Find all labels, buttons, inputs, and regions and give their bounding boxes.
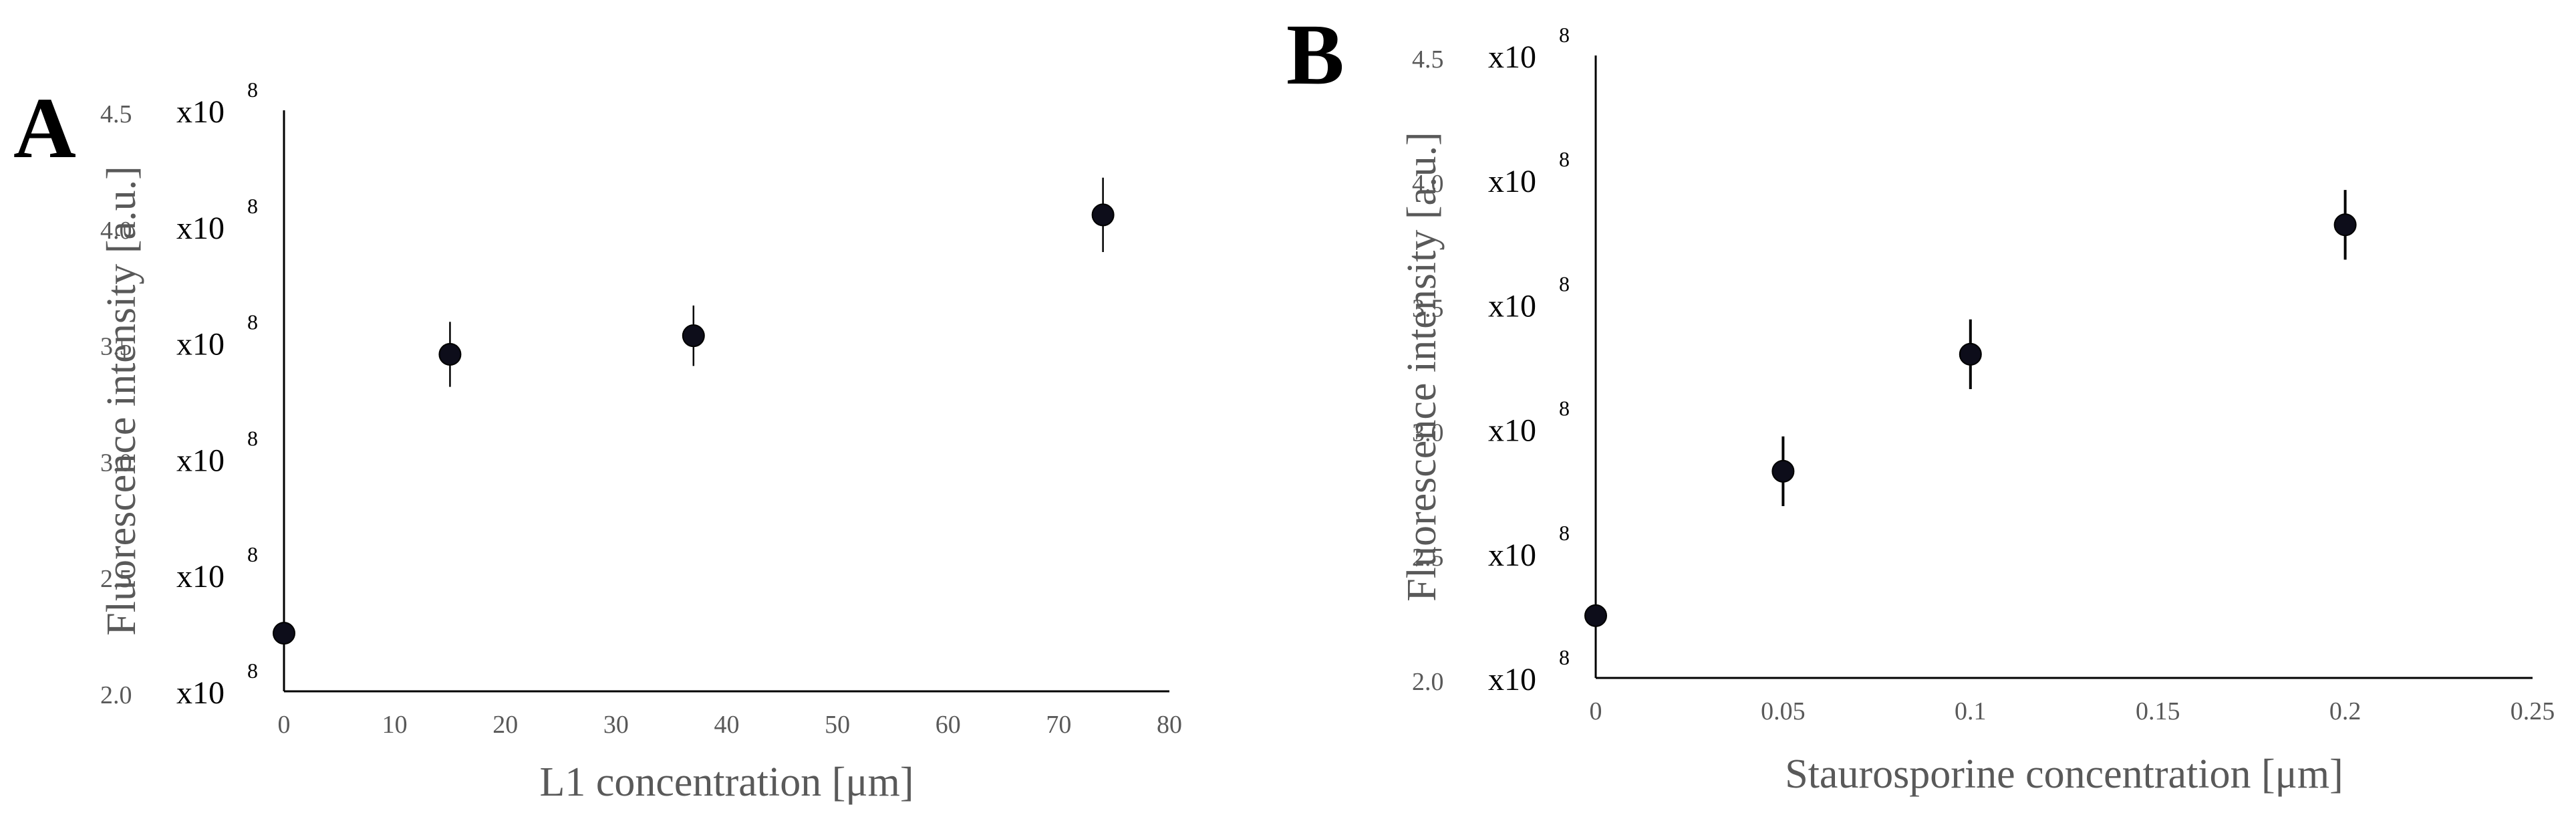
x-tick-label: 80 (1157, 711, 1182, 739)
y-tick-exponent: 8 (247, 310, 258, 334)
x-tick-label: 10 (382, 711, 408, 739)
y-tick-mantissa: 4.5 (1412, 45, 1444, 74)
y-tick-label: 4.0 x10 8 (1412, 147, 1570, 199)
data-point (2333, 213, 2357, 237)
y-tick-label: 2.0 x10 8 (1412, 645, 1570, 697)
y-tick-mantissa: 3.5 (1412, 294, 1444, 322)
y-tick-label: 4.5 x10 8 (100, 78, 258, 130)
y-tick-label: 2.0 x10 8 (100, 659, 258, 711)
data-point (1771, 459, 1795, 483)
x-tick-label: 20 (492, 711, 518, 739)
y-tick-multiplier: x10 (1488, 538, 1536, 573)
x-tick-label: 50 (825, 711, 850, 739)
y-tick-multiplier: x10 (176, 211, 225, 246)
y-axis-label: Fluorescence intensity [a.u.] (1399, 132, 1445, 601)
y-tick-label: 3.0 x10 8 (100, 426, 258, 478)
y-tick-exponent: 8 (1559, 396, 1570, 421)
x-tick-label: 0.05 (1761, 697, 1806, 725)
y-tick-mantissa: 4.5 (100, 100, 132, 128)
x-tick-label: 60 (936, 711, 961, 739)
y-tick-exponent: 8 (247, 78, 258, 102)
x-tick-label: 40 (714, 711, 740, 739)
y-tick-multiplier: x10 (1488, 164, 1536, 199)
y-tick-mantissa: 3.0 (1412, 419, 1444, 447)
data-point (1091, 203, 1115, 227)
x-tick-label: 0.25 (2511, 697, 2555, 725)
panel-label: A (13, 80, 76, 177)
y-tick-multiplier: x10 (1488, 288, 1536, 324)
y-tick-exponent: 8 (1559, 147, 1570, 171)
y-tick-mantissa: 2.0 (1412, 668, 1444, 696)
y-tick-multiplier: x10 (176, 675, 225, 711)
y-tick-multiplier: x10 (176, 327, 225, 362)
y-tick-multiplier: x10 (176, 559, 225, 594)
y-tick-exponent: 8 (247, 659, 258, 683)
y-tick-multiplier: x10 (1488, 413, 1536, 449)
y-tick-label: 3.5 x10 8 (100, 310, 258, 362)
x-axis-label: Staurosporine concentration [μm] (1785, 751, 2343, 797)
y-tick-exponent: 8 (1559, 271, 1570, 296)
data-point (438, 342, 462, 366)
y-tick-mantissa: 3.0 (100, 449, 132, 477)
y-tick-mantissa: 2.0 (100, 681, 132, 709)
y-axis-label: Fluorescence intensity [a.u.] (99, 166, 144, 635)
x-tick-label: 0.1 (1955, 697, 1987, 725)
y-tick-label: 2.5 x10 8 (100, 542, 258, 594)
data-point (682, 324, 705, 348)
data-point (273, 622, 295, 645)
y-tick-mantissa: 4.0 (100, 217, 132, 245)
x-tick-label: 0.15 (2136, 697, 2180, 725)
y-tick-exponent: 8 (1559, 23, 1570, 47)
y-tick-exponent: 8 (1559, 521, 1570, 545)
x-tick-label: 0 (278, 711, 291, 739)
y-tick-label: 2.5 x10 8 (1412, 521, 1570, 573)
y-tick-label: 4.0 x10 8 (100, 194, 258, 246)
y-tick-exponent: 8 (247, 194, 258, 218)
panel-label: B (1286, 7, 1344, 103)
x-tick-label: 30 (603, 711, 629, 739)
y-tick-multiplier: x10 (176, 94, 225, 130)
x-axis-label: L1 concentration [μm] (539, 760, 913, 805)
x-tick-label: 0 (1590, 697, 1602, 725)
y-tick-exponent: 8 (247, 426, 258, 450)
y-tick-mantissa: 2.5 (1412, 544, 1444, 572)
data-point (1584, 604, 1607, 627)
y-tick-mantissa: 4.0 (1412, 170, 1444, 198)
y-tick-label: 3.0 x10 8 (1412, 396, 1570, 449)
chart-panel-B: B 0 0.05 0.1 0.15 0.2 0.25 2.0 x10 8 2.5 x10 8 3.0 x10… (1286, 7, 2555, 797)
y-tick-exponent: 8 (247, 542, 258, 566)
y-tick-multiplier: x10 (1488, 662, 1536, 697)
data-point (1959, 342, 1982, 366)
x-tick-label: 70 (1046, 711, 1071, 739)
y-tick-mantissa: 2.5 (100, 565, 132, 593)
y-tick-multiplier: x10 (1488, 39, 1536, 75)
y-tick-mantissa: 3.5 (100, 333, 132, 361)
y-tick-exponent: 8 (1559, 645, 1570, 669)
y-tick-label: 4.5 x10 8 (1412, 23, 1570, 75)
y-tick-multiplier: x10 (176, 443, 225, 478)
x-tick-label: 0.2 (2329, 697, 2362, 725)
y-tick-label: 3.5 x10 8 (1412, 271, 1570, 324)
